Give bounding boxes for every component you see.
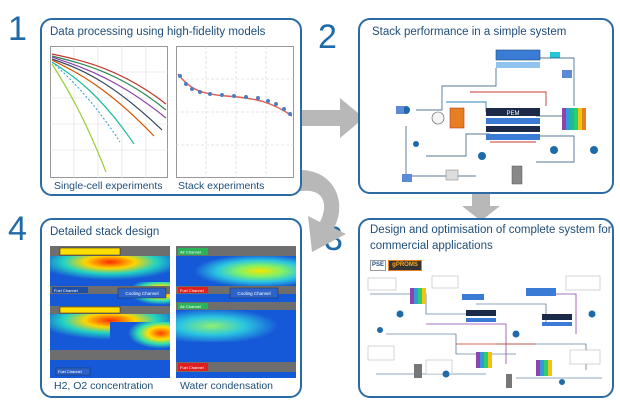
cooling-channel-label-2: Cooling Channel — [237, 291, 270, 296]
air-channel-label-2: Air Channel — [180, 304, 201, 309]
air-channel-label-1: Air Channel — [180, 250, 201, 255]
panel-data-processing: Data processing using high-fidelity mode… — [40, 18, 302, 196]
stack-experiments-plot — [176, 46, 294, 178]
panel-stack-performance: Stack performance in a simple system PEM — [358, 18, 614, 194]
panel-3-title-line-1: Design and optimisation of complete syst… — [370, 224, 612, 236]
panel-detailed-stack-design: Detailed stack design Fuel Channel Cooli… — [40, 218, 302, 398]
panel-1-title: Data processing using high-fidelity mode… — [50, 26, 266, 38]
simple-system-flowsheet: PEM — [396, 49, 598, 185]
curved-arrow — [296, 169, 346, 252]
caption-concentration: H2, O2 concentration — [54, 380, 154, 392]
gproms-logo: gPROMS — [388, 260, 422, 271]
right-arrow — [302, 98, 364, 138]
fuel-channel-label-3: Fuel Channel — [180, 288, 204, 293]
panel-4-title: Detailed stack design — [50, 226, 160, 238]
caption-water: Water condensation — [180, 380, 273, 392]
concentration-map: Fuel Channel Cooling Channel Fuel Channe… — [50, 246, 170, 378]
fuel-channel-label-2: Fuel Channel — [58, 369, 82, 374]
water-condensation-map: Air Channel Fuel Channel Cooling Channel… — [176, 246, 296, 378]
caption-single-cell: Single-cell experiments — [54, 180, 163, 192]
pse-logo: PSE — [370, 260, 386, 271]
panel-3-title-line-2: commercial applications — [370, 240, 493, 252]
cooling-channel-label-1: Cooling Channel — [125, 291, 158, 296]
single-cell-plot — [50, 46, 168, 178]
step-number-2: 2 — [318, 18, 337, 56]
panel-2-title: Stack performance in a simple system — [372, 26, 567, 38]
complete-system-flowsheet — [367, 275, 602, 388]
fuel-channel-label-1: Fuel Channel — [54, 288, 78, 293]
pem-label: PEM — [506, 111, 519, 117]
fuel-channel-label-4: Fuel Channel — [180, 365, 204, 370]
step-number-1: 1 — [8, 10, 27, 48]
panel-complete-system: Design and optimisation of complete syst… — [358, 218, 614, 398]
step-number-4: 4 — [8, 210, 27, 248]
down-arrow — [462, 194, 500, 221]
caption-stack: Stack experiments — [178, 180, 265, 192]
